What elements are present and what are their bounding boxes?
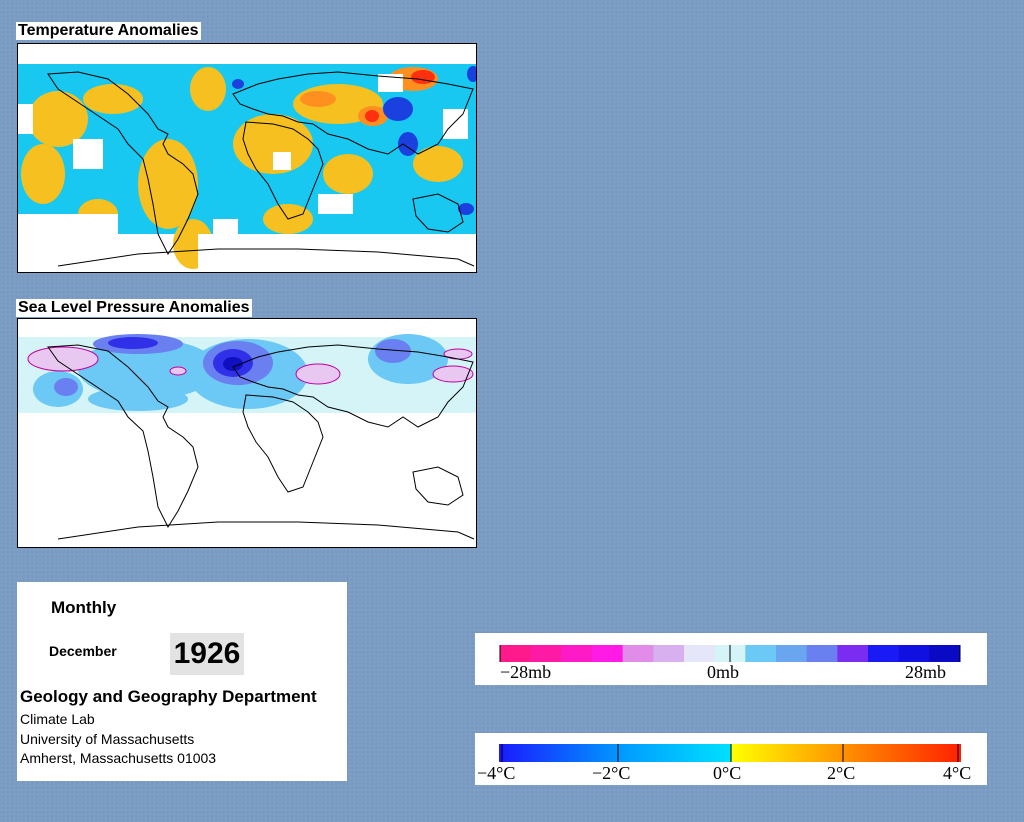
temperature-label-zero: 0°C <box>713 763 741 783</box>
pressure-swatch <box>684 645 716 662</box>
temperature-label-plus4: 4°C <box>943 763 971 783</box>
pressure-label-zero: 0mb <box>707 662 739 682</box>
temperature-label-plus2: 2°C <box>827 763 855 783</box>
pressure-swatch <box>561 645 593 662</box>
pressure-anomaly-map <box>17 318 477 548</box>
pressure-swatch <box>500 645 532 662</box>
temperature-label-minus4: −4°C <box>477 763 515 783</box>
pressure-swatch <box>745 645 777 662</box>
pressure-swatch <box>653 645 685 662</box>
pressure-label-max: 28mb <box>905 662 946 682</box>
pressure-swatch <box>929 645 961 662</box>
temperature-map-svg <box>18 44 476 272</box>
coastlines <box>47 71 475 267</box>
coastlines <box>47 344 475 540</box>
pressure-swatch <box>776 645 808 662</box>
pressure-color-scale <box>499 645 961 662</box>
address-line: Amherst, Massachusetts 01003 <box>20 750 217 766</box>
pressure-swatch <box>837 645 869 662</box>
temperature-anomaly-map <box>17 43 477 273</box>
pressure-swatch <box>868 645 900 662</box>
pressure-map-svg <box>18 334 476 540</box>
temperature-legend-svg: −4°C −2°C 0°C 2°C 4°C <box>477 744 971 783</box>
lab-name: Climate Lab <box>20 711 95 727</box>
pressure-legend-svg: −28mb 0mb 28mb <box>499 645 961 682</box>
temperature-legend: −4°C −2°C 0°C 2°C 4°C <box>475 733 987 785</box>
temperature-color-bar <box>499 744 961 762</box>
year-display: 1926 <box>170 633 244 675</box>
university-name: University of Massachusetts <box>20 731 195 747</box>
temperature-ticks <box>501 744 959 762</box>
temperature-panel-title: Temperature Anomalies <box>16 22 201 40</box>
pressure-label-min: −28mb <box>500 662 551 682</box>
pressure-panel-title: Sea Level Pressure Anomalies <box>16 299 252 317</box>
pressure-swatch <box>622 645 654 662</box>
pressure-legend: −28mb 0mb 28mb <box>475 633 987 685</box>
pressure-high-center <box>223 357 243 371</box>
pressure-swatch <box>898 645 930 662</box>
cold-anomaly-areas <box>232 66 476 215</box>
info-box: Monthly December 1926 Geology and Geogra… <box>17 582 347 781</box>
pressure-swatch <box>806 645 838 662</box>
pressure-swatch <box>592 645 624 662</box>
period-label: Monthly <box>51 598 117 617</box>
pressure-swatch <box>530 645 562 662</box>
month-label: December <box>49 643 117 659</box>
department-name: Geology and Geography Department <box>20 687 317 706</box>
temperature-label-minus2: −2°C <box>592 763 630 783</box>
negative-pressure-areas <box>27 346 474 385</box>
